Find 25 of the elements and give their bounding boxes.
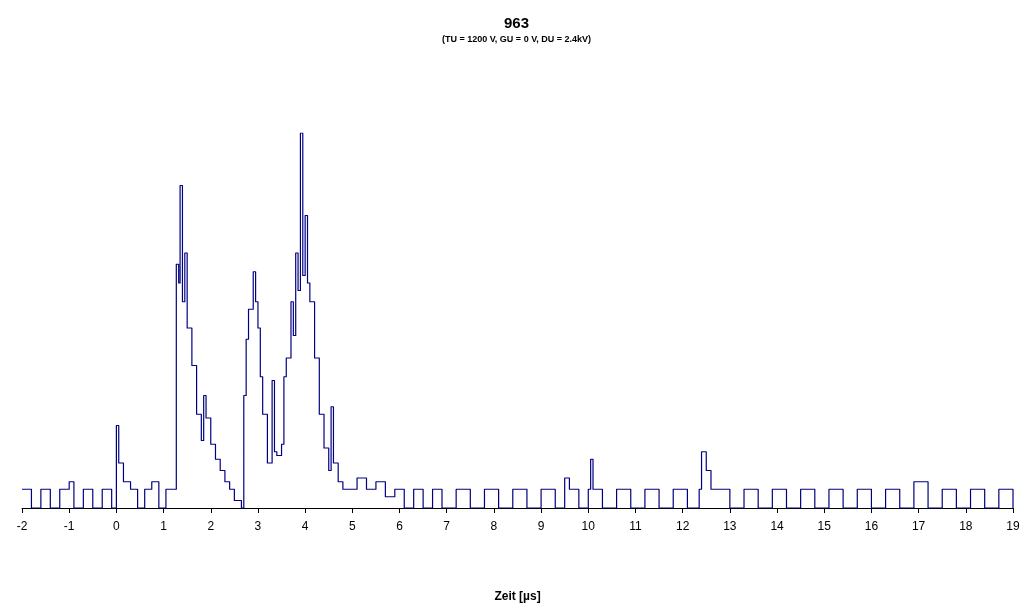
x-tick-label: 3 (254, 519, 262, 533)
x-tick-label: 11 (629, 519, 643, 533)
x-tick-label: 18 (959, 519, 973, 533)
x-tick-label: 15 (817, 519, 832, 533)
x-tick-label: 1 (160, 519, 168, 533)
x-tick-label: 16 (864, 519, 879, 533)
x-tick-label: 8 (490, 519, 498, 533)
x-tick-label: 9 (537, 519, 545, 533)
chart-subtitle: (TU = 1200 V, GU = 0 V, DU = 2.4kV) (441, 33, 592, 44)
x-tick-label: 2 (207, 519, 215, 533)
x-tick-label: -2 (16, 519, 28, 533)
x-axis-title: Zeit [µs] (494, 589, 541, 603)
x-tick-label: 19 (1006, 519, 1020, 533)
chart-title: 963 (503, 14, 530, 31)
x-tick-label: 0 (113, 519, 121, 533)
x-tick-label: 5 (348, 519, 356, 533)
x-tick-label: -1 (63, 519, 75, 533)
x-tick-label: 13 (723, 519, 737, 533)
x-tick-label: 12 (675, 519, 690, 533)
x-tick-label: 6 (396, 519, 404, 533)
x-tick-label: 10 (581, 519, 596, 533)
x-tick-label: 4 (301, 519, 309, 533)
x-tick-label: 14 (770, 519, 785, 533)
x-tick-label: 7 (443, 519, 451, 533)
x-tick-label: 17 (911, 519, 926, 533)
